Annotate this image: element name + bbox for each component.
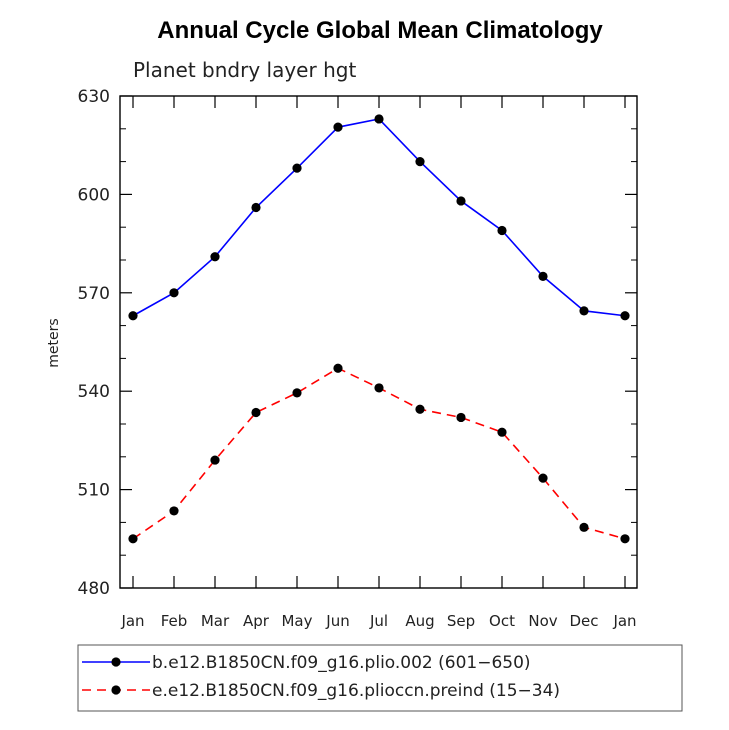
series-1-point xyxy=(292,388,302,398)
series-1-point xyxy=(374,383,384,393)
series-line-0 xyxy=(132,118,626,317)
series-1-point xyxy=(538,473,548,483)
x-tick-label: Jul xyxy=(369,612,388,630)
series-1-point xyxy=(169,506,179,516)
y-tick-label: 600 xyxy=(78,185,110,205)
series-1-point xyxy=(128,534,138,544)
legend-marker-1 xyxy=(111,685,121,695)
x-tick-label: Jan xyxy=(120,612,144,630)
y-tick-label: 510 xyxy=(78,481,110,501)
legend: b.e12.B1850CN.f09_g16.plio.002 (601−650)… xyxy=(77,644,683,712)
x-tick-label: Oct xyxy=(489,612,515,630)
series-0-point xyxy=(620,311,630,321)
x-tick-label: Mar xyxy=(201,612,230,630)
series-1-point xyxy=(415,404,425,414)
x-tick-label: Sep xyxy=(447,612,475,630)
x-tick-label: Feb xyxy=(161,612,188,630)
y-axis-label: meters xyxy=(46,318,62,367)
series-0-point xyxy=(251,202,261,213)
series-0-point xyxy=(497,225,507,236)
x-tick-labels: Jan Feb Mar Apr May Jun Jul Aug Sep Oct Nov Dec Jan xyxy=(120,612,636,630)
y-tick-label: 540 xyxy=(78,382,110,402)
x-tick-label: Aug xyxy=(405,612,434,630)
legend-label-1: e.e12.B1850CN.f09_g16.plioccn.preind (15… xyxy=(152,681,560,701)
chart-subtitle: Planet bndry layer hgt xyxy=(133,58,356,82)
legend-box xyxy=(77,644,683,712)
series-0-point xyxy=(579,306,589,316)
series-0-point xyxy=(210,252,220,262)
series-0-point xyxy=(538,271,548,281)
series-0-point xyxy=(292,163,302,173)
series-line-1 xyxy=(132,367,626,540)
y-tick-label: 630 xyxy=(78,87,110,107)
x-tick-label: Apr xyxy=(243,612,270,630)
series-1-point xyxy=(579,522,589,532)
series-0-point xyxy=(456,196,466,206)
series-layer xyxy=(128,114,630,544)
series-1-point xyxy=(210,455,220,465)
x-tick-label: Jan xyxy=(612,612,636,630)
x-tick-label: Dec xyxy=(569,612,598,630)
x-tick-label: May xyxy=(281,612,312,630)
plot-frame xyxy=(119,95,638,589)
series-0-point xyxy=(415,157,425,167)
y-tick-label: 570 xyxy=(78,284,110,304)
series-0-point xyxy=(169,288,179,298)
series-1-point xyxy=(251,407,261,418)
axis-ticks xyxy=(120,95,637,589)
x-tick-label: Nov xyxy=(528,612,557,630)
series-0-point xyxy=(128,311,138,321)
series-0-point xyxy=(333,122,343,132)
series-1-point xyxy=(497,427,507,437)
legend-marker-0 xyxy=(111,657,121,667)
chart-title: Annual Cycle Global Mean Climatology xyxy=(157,17,603,44)
series-1-point xyxy=(456,412,466,423)
legend-label-0: b.e12.B1850CN.f09_g16.plio.002 (601−650) xyxy=(152,653,531,673)
x-tick-label: Jun xyxy=(325,612,349,630)
series-0-point xyxy=(374,114,384,124)
series-1-point xyxy=(333,363,343,373)
y-tick-label: 480 xyxy=(78,579,110,599)
y-tick-labels: 480 510 540 570 600 630 xyxy=(78,87,110,599)
series-1-point xyxy=(620,534,630,544)
